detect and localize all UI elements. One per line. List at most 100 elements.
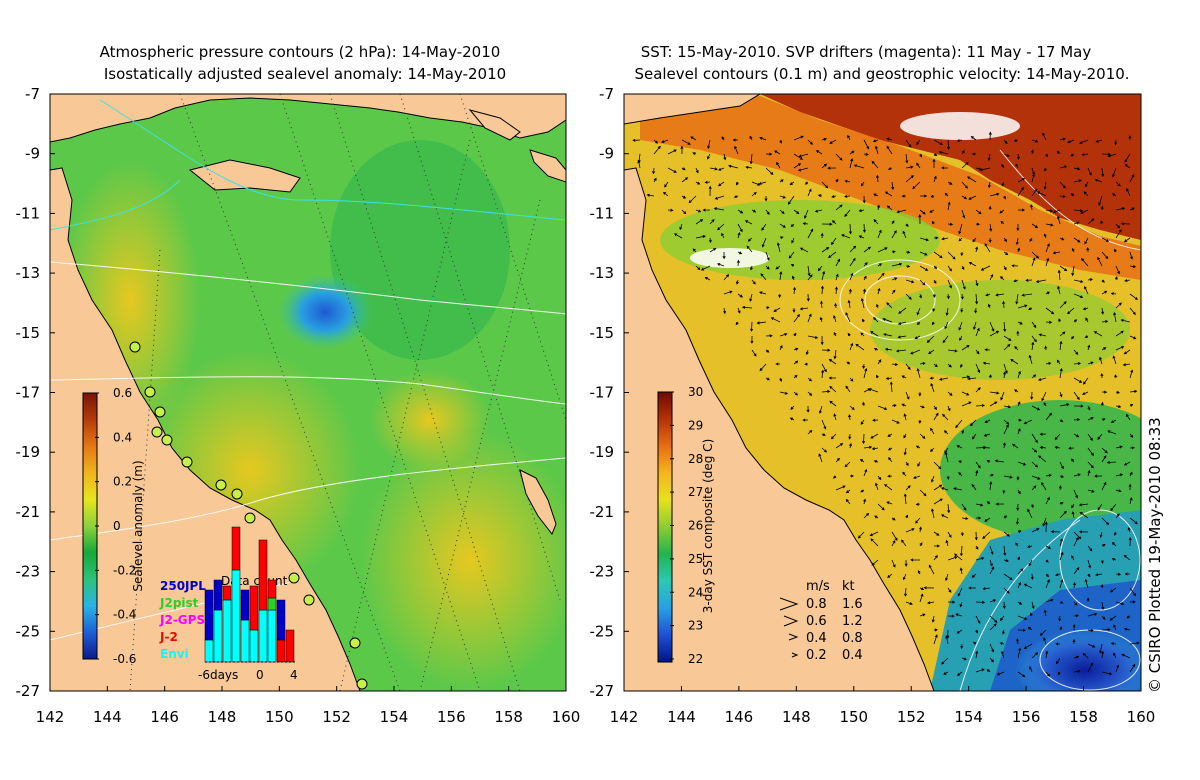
velocity-arrow <box>1000 220 1005 225</box>
velocity-arrow <box>903 493 907 505</box>
velocity-arrow <box>1098 195 1103 206</box>
velocity-arrow <box>1003 139 1008 145</box>
velocity-arrow <box>1056 657 1061 665</box>
right-colorbar-ticks: 30 29 28 27 26 25 24 23 22 <box>670 385 703 666</box>
velocity-arrow <box>905 461 909 467</box>
velocity-arrow <box>984 517 991 522</box>
velocity-arrow <box>1017 647 1022 659</box>
velocity-arrow <box>1031 485 1037 491</box>
velocity-arrow <box>1027 508 1033 519</box>
velocity-arrow <box>791 275 795 281</box>
velocity-arrow <box>947 405 951 412</box>
velocity-arrow <box>975 600 986 604</box>
velocity-arrow <box>690 136 697 141</box>
velocity-arrow <box>1115 489 1122 493</box>
velocity-arrow <box>1115 473 1124 477</box>
velocity-arrow <box>876 303 879 309</box>
velocity-arrow <box>758 181 767 185</box>
velocity-arrow <box>931 615 935 623</box>
velocity-arrow <box>920 194 928 198</box>
y-tick-label: -21 <box>590 503 615 521</box>
velocity-arrow <box>1058 318 1062 323</box>
velocity-arrow <box>1059 237 1065 241</box>
right-white-cloud-2 <box>900 112 1020 140</box>
velocity-arrow <box>807 377 813 382</box>
velocity-arrow <box>975 469 979 477</box>
velocity-arrow <box>1052 251 1061 255</box>
geostrophic-velocity-arrows <box>632 131 1140 678</box>
velocity-arrow <box>1045 671 1051 677</box>
velocity-arrow <box>870 433 879 439</box>
velocity-arrow <box>910 558 921 562</box>
velocity-arrow <box>1114 248 1117 253</box>
velocity-arrow <box>821 181 829 189</box>
velocity-arrow <box>1059 551 1064 561</box>
velocity-arrow <box>1050 530 1061 534</box>
velocity-arrow <box>887 573 893 578</box>
velocity-arrow <box>1115 513 1120 519</box>
velocity-arrow <box>988 237 992 244</box>
velocity-arrow <box>829 139 837 144</box>
velocity-arrow <box>1017 247 1021 253</box>
velocity-arrow <box>926 335 935 343</box>
velocity-arrow <box>751 349 757 357</box>
velocity-arrow <box>1045 598 1054 603</box>
data-count-x-tick-4: 4 <box>290 668 298 682</box>
velocity-arrow <box>667 167 677 173</box>
velocity-arrow <box>793 332 797 337</box>
velocity-arrow <box>770 317 781 323</box>
left-warm-patch-4 <box>370 370 490 470</box>
velocity-arrow <box>1129 264 1137 269</box>
right-colorbar-tick-label: 26 <box>688 519 703 533</box>
velocity-arrow <box>886 501 893 505</box>
velocity-arrow <box>886 302 893 309</box>
velocity-arrow <box>989 566 995 575</box>
velocity-arrow <box>877 287 881 295</box>
x-tick-label: 160 <box>1127 708 1156 726</box>
velocity-arrow <box>968 195 977 200</box>
velocity-arrow <box>736 181 739 186</box>
velocity-arrow <box>1087 573 1091 578</box>
velocity-arrow <box>862 223 866 233</box>
velocity-arrow <box>966 176 977 183</box>
velocity-arrow <box>919 209 926 215</box>
velocity-arrow <box>1101 455 1107 463</box>
velocity-arrow <box>1109 587 1117 593</box>
velocity-arrow <box>1115 404 1122 408</box>
left-title-line-2: Isostatically adjusted sealevel anomaly:… <box>104 65 506 83</box>
left-x-axis-ticks: 142 144 146 148 150 152 154 156 158 160 <box>36 686 580 726</box>
right-cold-eddy <box>1015 630 1141 691</box>
velocity-arrow <box>1071 458 1075 463</box>
velocity-arrow <box>891 540 896 547</box>
velocity-arrow <box>1100 401 1104 407</box>
velocity-arrow <box>947 349 958 353</box>
velocity-arrow <box>942 335 949 344</box>
velocity-arrow <box>901 403 907 407</box>
velocity-arrow <box>1087 417 1094 421</box>
velocity-arrow <box>905 528 915 533</box>
velocity-arrow <box>1101 279 1105 283</box>
velocity-arrow <box>979 167 991 172</box>
velocity-arrow <box>778 293 782 299</box>
velocity-arrow <box>756 321 767 325</box>
velocity-arrow <box>1013 139 1019 142</box>
velocity-arrow <box>955 419 963 429</box>
left-green-patch <box>330 140 510 360</box>
velocity-arrow <box>1039 446 1047 450</box>
velocity-arrow <box>1071 511 1075 519</box>
velocity-arrow <box>1086 247 1090 253</box>
velocity-arrow <box>975 503 984 507</box>
velocity-arrow <box>1017 370 1021 379</box>
velocity-arrow <box>905 601 913 605</box>
velocity-arrow <box>989 321 995 332</box>
velocity-arrow <box>821 419 827 430</box>
velocity-arrow <box>1027 626 1033 631</box>
velocity-arrow <box>737 307 741 314</box>
x-tick-label: 142 <box>610 708 639 726</box>
velocity-arrow <box>1045 223 1054 227</box>
velocity-arrow <box>833 349 837 360</box>
velocity-arrow <box>833 413 837 421</box>
velocity-arrow <box>1021 293 1033 297</box>
velocity-arrow <box>747 237 753 242</box>
velocity-arrow <box>1044 345 1048 351</box>
